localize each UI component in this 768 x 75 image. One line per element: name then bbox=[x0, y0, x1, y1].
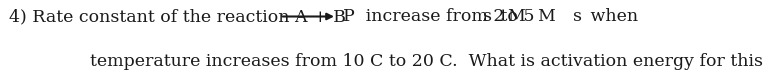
Text: −1: −1 bbox=[471, 0, 488, 2]
Text: −1: −1 bbox=[495, 0, 511, 2]
Text: temperature increases from 10 C to 20 C.  What is activation energy for this rea: temperature increases from 10 C to 20 C.… bbox=[90, 53, 768, 70]
Text: P  increase from 2 M: P increase from 2 M bbox=[343, 8, 526, 25]
Text: 4) Rate constant of the reaction A + B: 4) Rate constant of the reaction A + B bbox=[9, 8, 346, 25]
Text: −1: −1 bbox=[561, 0, 578, 2]
Text: s: s bbox=[573, 8, 582, 25]
Text: s: s bbox=[483, 8, 492, 25]
Text: to 5 M: to 5 M bbox=[495, 8, 556, 25]
Text: −1: −1 bbox=[584, 0, 601, 2]
Text: when: when bbox=[585, 8, 638, 25]
